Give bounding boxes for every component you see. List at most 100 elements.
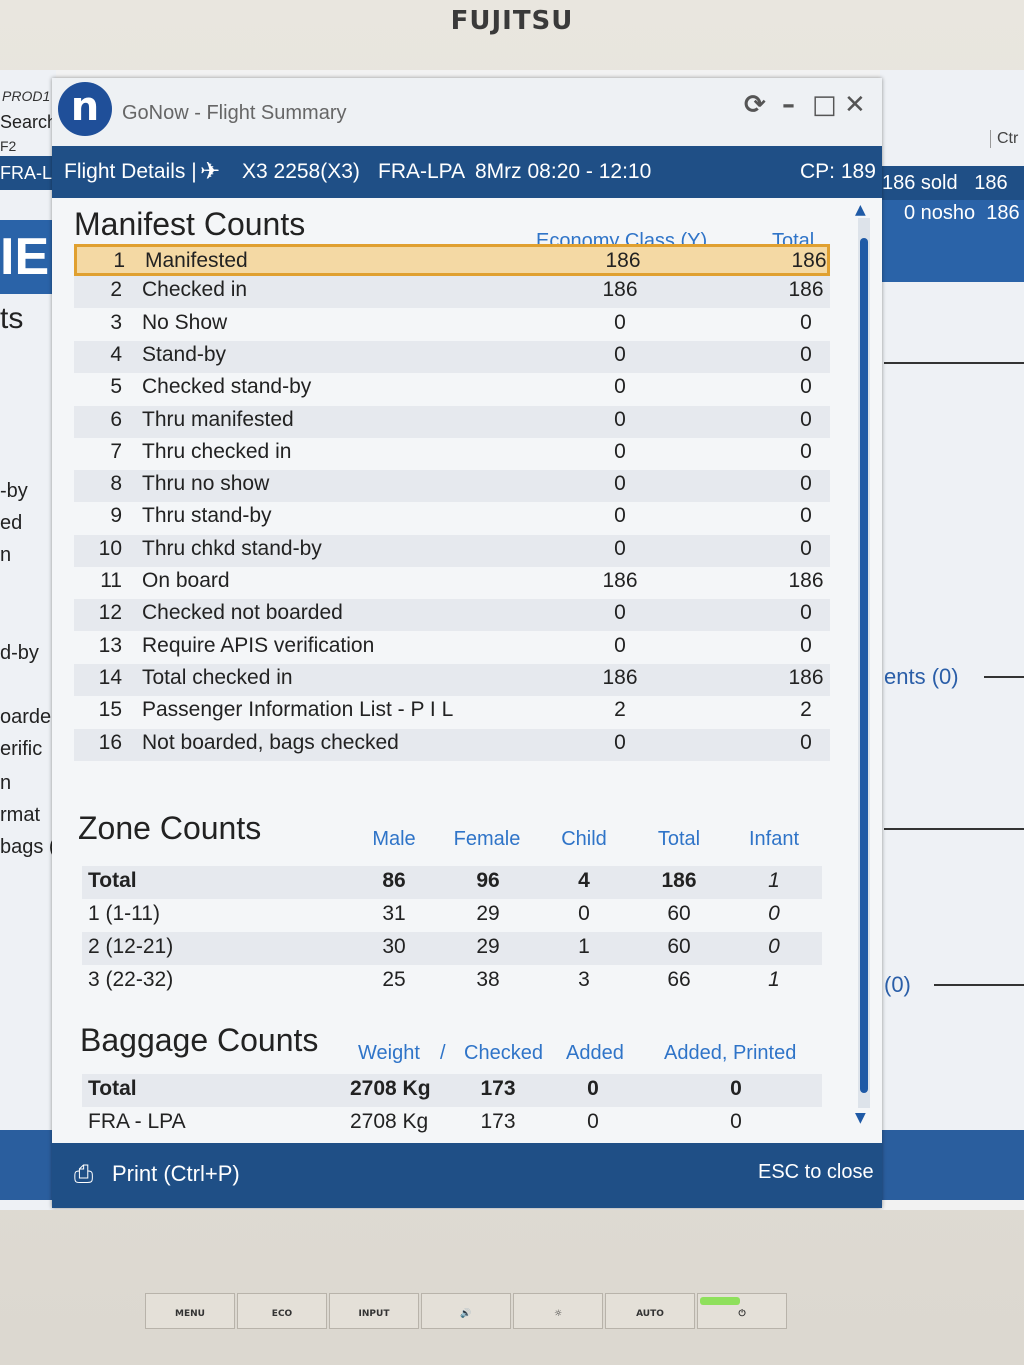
zone-infant: 1 bbox=[768, 968, 780, 991]
manifest-row[interactable]: 15 Passenger Information List - P I L 2 2 bbox=[74, 696, 830, 728]
background-right-panel: Ctr 186 sold 186 0 nosho 186 ents (0) (0… bbox=[880, 70, 1024, 1130]
section-banner: IE bbox=[0, 220, 56, 294]
bag-added-header: Added bbox=[566, 1042, 624, 1064]
print-button[interactable]: Print (Ctrl+P) bbox=[112, 1161, 240, 1186]
plane-icon: ✈ bbox=[200, 158, 221, 185]
row-number: 9 bbox=[110, 504, 122, 528]
divider bbox=[884, 362, 1024, 364]
zone-child-header: Child bbox=[561, 828, 607, 850]
manifest-row[interactable]: 11 On board 186 186 bbox=[74, 567, 830, 599]
manifest-row[interactable]: 7 Thru checked in 0 0 bbox=[74, 438, 830, 470]
window-title: GoNow - Flight Summary bbox=[122, 102, 347, 124]
flight-route: FRA-LPA bbox=[378, 160, 466, 183]
sold-label: 186 sold bbox=[882, 172, 958, 194]
zone-male: 25 bbox=[382, 968, 406, 991]
row-number: 8 bbox=[110, 472, 122, 496]
row-number: 7 bbox=[110, 439, 122, 463]
zone-label: 3 (22-32) bbox=[88, 968, 174, 991]
auto-button[interactable]: AUTO bbox=[605, 1293, 695, 1329]
shortcut-label: F2 bbox=[0, 138, 17, 154]
zone-total: 186 bbox=[661, 869, 697, 892]
row-number: 13 bbox=[98, 633, 122, 657]
zone-label: 2 (12-21) bbox=[88, 935, 174, 958]
divider bbox=[984, 676, 1024, 678]
nosho-label: 0 nosho bbox=[904, 202, 976, 224]
row-number: 10 bbox=[98, 536, 122, 560]
bag-checked-header: Checked bbox=[464, 1042, 543, 1064]
scroll-up-icon[interactable]: ▲ bbox=[855, 202, 866, 218]
manifest-row[interactable]: 9 Thru stand-by 0 0 bbox=[74, 502, 830, 534]
manifest-row[interactable]: 8 Thru no show 0 0 bbox=[74, 470, 830, 503]
scrollbar-thumb[interactable] bbox=[860, 238, 868, 1093]
manifest-row[interactable]: 3 No Show 0 0 bbox=[74, 309, 830, 341]
total-value: 0 bbox=[800, 536, 812, 560]
volume-button[interactable]: 🔊 bbox=[421, 1293, 511, 1329]
manifest-row[interactable]: 14 Total checked in 186 186 bbox=[74, 663, 830, 696]
manifest-title: Manifest Counts bbox=[74, 206, 306, 242]
zone-female: 29 bbox=[476, 935, 500, 958]
zone-female: 96 bbox=[476, 869, 500, 892]
manifest-row[interactable]: 4 Stand-by 0 0 bbox=[74, 340, 830, 373]
manifest-row[interactable]: 6 Thru manifested 0 0 bbox=[74, 405, 830, 438]
monitor-brand: FUJITSU bbox=[450, 6, 574, 36]
window-titlebar: n GoNow - Flight Summary ⟳ – □ ✕ bbox=[52, 78, 882, 146]
env-label: PROD1 bbox=[2, 88, 51, 104]
manifest-row[interactable]: 1 Manifested 186 186 bbox=[74, 244, 830, 276]
screen: PROD1 Search F2 FRA-L IE ts -by ed n d-b… bbox=[0, 70, 1024, 1210]
zone-male-header: Male bbox=[372, 828, 416, 850]
refresh-icon[interactable]: ⟳ bbox=[744, 90, 766, 120]
bag-label: FRA - LPA bbox=[88, 1110, 186, 1133]
manifest-row[interactable]: 2 Checked in 186 186 bbox=[74, 276, 830, 309]
total-value: 186 bbox=[788, 569, 824, 592]
bag-checked: 173 bbox=[480, 1110, 516, 1133]
row-label: Manifested bbox=[145, 249, 248, 272]
close-icon[interactable]: ✕ bbox=[844, 90, 866, 120]
manifest-row[interactable]: 16 Not boarded, bags checked 0 0 bbox=[74, 728, 830, 761]
manifest-row[interactable]: 5 Checked stand-by 0 0 bbox=[74, 373, 830, 405]
zone-male: 31 bbox=[382, 902, 406, 925]
documents-link[interactable]: ents (0) bbox=[884, 664, 959, 689]
menu-button[interactable]: MENU bbox=[145, 1293, 235, 1329]
divider bbox=[934, 984, 1024, 986]
maximize-icon[interactable]: □ bbox=[812, 90, 837, 120]
search-label[interactable]: Search bbox=[0, 112, 58, 132]
bg-fragment: d-by bbox=[0, 642, 39, 664]
eco-button[interactable]: ECO bbox=[237, 1293, 327, 1329]
row-label: No Show bbox=[142, 310, 228, 334]
zone-infant-header: Infant bbox=[748, 828, 800, 850]
manifest-row[interactable]: 10 Thru chkd stand-by 0 0 bbox=[74, 534, 830, 567]
manifest-row[interactable]: 12 Checked not boarded 0 0 bbox=[74, 599, 830, 632]
economy-value: 0 bbox=[614, 375, 626, 399]
zone-row: 1 (1-11) 31 29 0 60 0 bbox=[82, 899, 822, 932]
section-label: ts bbox=[0, 302, 24, 335]
manifest-row[interactable]: 13 Require APIS verification 0 0 bbox=[74, 632, 830, 664]
bag-label: Total bbox=[88, 1077, 137, 1100]
economy-value: 186 bbox=[602, 278, 638, 302]
row-number: 1 bbox=[113, 249, 125, 272]
zone-infant: 0 bbox=[768, 935, 780, 958]
flight-tab[interactable]: FRA-L bbox=[0, 156, 56, 190]
row-label: Thru manifested bbox=[142, 407, 294, 431]
input-button[interactable]: INPUT bbox=[329, 1293, 419, 1329]
bag-slash: / bbox=[440, 1042, 446, 1064]
ctrl-label: Ctr bbox=[990, 130, 1018, 148]
brightness-button[interactable]: ☼ bbox=[513, 1293, 603, 1329]
economy-value: 186 bbox=[602, 569, 638, 592]
row-number: 2 bbox=[110, 278, 122, 302]
count-link[interactable]: (0) bbox=[884, 972, 911, 997]
bg-fragment: oarde bbox=[0, 706, 52, 728]
minimize-icon[interactable]: – bbox=[782, 90, 795, 120]
flight-number: X3 2258(X3) bbox=[242, 160, 360, 183]
row-label: Thru checked in bbox=[142, 439, 292, 463]
monitor-buttons: MENU ECO INPUT 🔊 ☼ AUTO ⏻ bbox=[145, 1293, 790, 1329]
row-label: Thru no show bbox=[142, 472, 270, 496]
scroll-down-icon[interactable]: ▼ bbox=[855, 1110, 866, 1126]
row-label: Not boarded, bags checked bbox=[142, 730, 399, 754]
esc-close-hint: ESC to close bbox=[758, 1161, 874, 1183]
printer-icon[interactable]: ⎙ bbox=[74, 1161, 94, 1188]
economy-value: 2 bbox=[614, 698, 626, 722]
power-led bbox=[700, 1297, 740, 1305]
nosho-value: 186 bbox=[986, 202, 1020, 224]
economy-value: 186 bbox=[602, 665, 638, 689]
economy-value: 0 bbox=[614, 633, 626, 657]
